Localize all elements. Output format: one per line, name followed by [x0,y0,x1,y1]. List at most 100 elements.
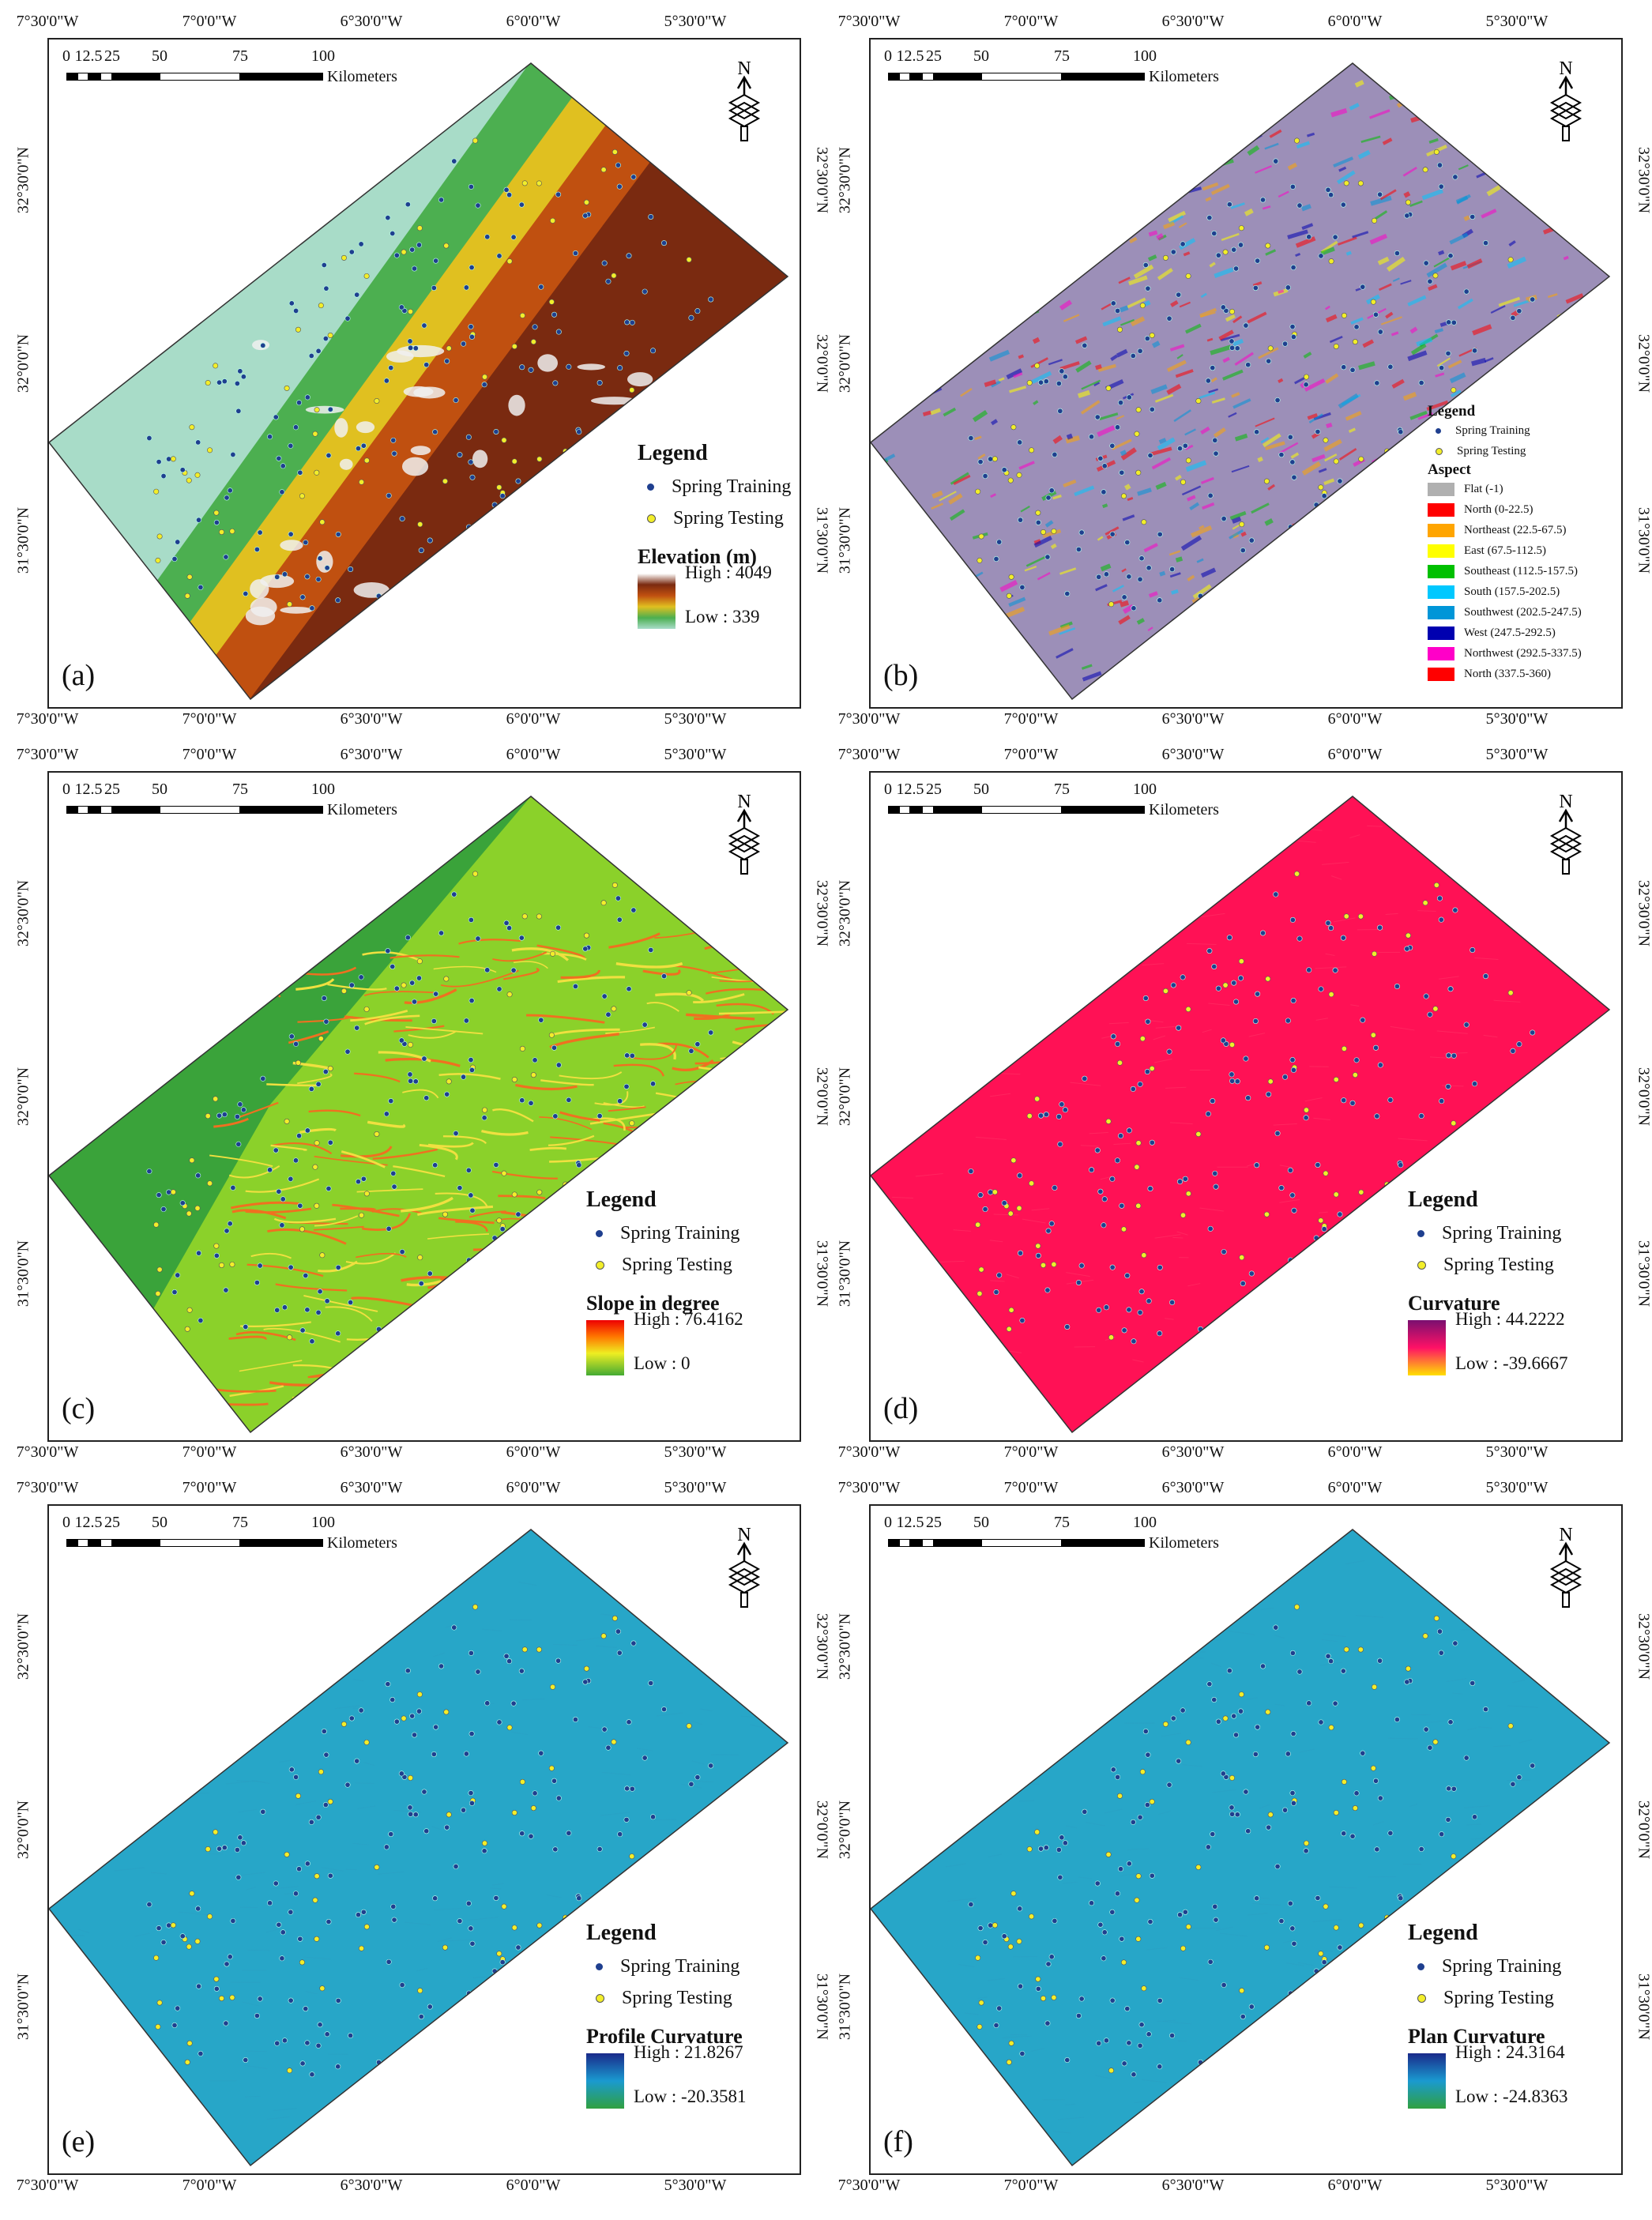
spring-testing-point [1222,249,1229,255]
latitude-label: 31°30'0"N [1635,1973,1652,2041]
latitude-label: 31°30'0"N [836,506,854,574]
spring-training-point [982,1940,988,1946]
spring-training-point [1018,517,1024,523]
spring-training-point [1377,1657,1383,1664]
spring-training-point [1206,1681,1213,1688]
ramp-low: Low : -24.8363 [1455,2086,1568,2106]
spring-training-point [519,1831,525,1837]
spring-training-point [348,1300,354,1306]
spring-training-point [432,1162,438,1168]
spring-testing-point [1026,380,1033,386]
spring-training-point [468,1057,474,1063]
spring-training-point [309,2071,315,2078]
spring-training-point [335,2064,341,2070]
spring-testing-point [506,258,513,265]
spring-training-point [1291,1940,1297,1947]
spring-training-point [1463,288,1469,295]
spring-testing-point [359,1212,365,1218]
longitude-label: 5°30'0"W [664,1479,727,1496]
longitude-label: 7°30'0"W [16,13,79,30]
spring-training-point [1245,1095,1251,1101]
spring-testing-point [1328,991,1334,998]
map-legend: Legend Spring Training Spring Testing Sl… [586,1187,743,1375]
spring-training-point [1205,1111,1211,1117]
spring-training-point [1483,240,1489,246]
longitude-label: 7°0'0"W [1003,1443,1059,1461]
spring-testing-point [1139,303,1146,309]
spring-training-point [538,1017,544,1023]
spring-training-point [469,1731,475,1737]
spring-training-point [1114,1891,1120,1897]
spring-testing-point [1238,225,1244,231]
spring-testing-point [1185,273,1191,279]
spring-training-point [358,241,364,247]
spring-training-point [496,1719,502,1725]
spring-training-point [1260,930,1266,936]
spring-training-point [344,1782,351,1788]
spring-training-point [617,365,623,371]
spring-training-point [1137,1081,1143,1087]
spring-training-point [1290,333,1296,340]
spring-training-point [1145,1752,1151,1758]
spring-training-point [308,1086,314,1092]
spring-training-point [1229,1804,1235,1811]
spring-training-point [1248,537,1255,544]
latitude-label: 32°30'0"N [1635,146,1652,214]
spring-training-point [1374,1113,1380,1119]
spring-training-point [1124,1273,1131,1279]
spring-training-point [1285,284,1291,291]
spring-training-point [423,362,430,368]
spring-testing-point [1263,1211,1270,1217]
spring-testing-point [156,2000,163,2006]
spring-testing-point [1135,1936,1142,1942]
spring-testing-point [550,950,556,957]
spring-training-point [453,1131,459,1137]
longitude-label: 7°0'0"W [182,1479,237,1496]
scale-bar-segment [160,806,240,814]
spring-training-point [1349,1100,1356,1106]
spring-training-point [1439,365,1445,371]
scale-bar-segment [100,806,112,814]
spring-training-point [1318,1719,1324,1725]
spring-training-point [993,1289,999,1296]
spring-training-point [344,315,351,322]
spring-testing-point [1051,1261,1057,1267]
longitude-label: 5°30'0"W [664,710,727,728]
spring-training-point [1427,278,1433,284]
spring-training-point [398,304,405,310]
spring-testing-point [1051,1994,1057,2000]
scale-unit: Kilometers [327,68,397,85]
spring-training-point [360,442,367,449]
spring-training-point [1451,319,1457,325]
spring-training-point [469,265,475,271]
spring-testing-point [482,374,488,380]
spring-testing-point [600,900,607,906]
spring-training-point [221,1112,228,1118]
aspect-legend: Legend Spring Training Spring Testing As… [1428,403,1582,684]
scale-bar-segment [160,1539,240,1547]
latitude-label: 31°30'0"N [14,506,32,574]
spring-testing-point [1195,397,1202,404]
spring-training-point [1231,980,1237,986]
spring-testing-point [374,397,380,404]
map-panel-d: 7°30'0"W 7°30'0"W 7°0'0"W 7°0'0"W 6°30'0"W 6°… [822,733,1652,1466]
spring-training-point [1438,1650,1444,1656]
scale-bar-segment [1062,806,1145,814]
spring-training-point [1126,2040,1132,2046]
scale-bar-segment [77,1539,88,1547]
spring-training-point [1289,1057,1296,1063]
scale-bar-segment [112,1539,160,1547]
spring-training-point [1229,344,1236,351]
spring-training-point [421,1789,427,1795]
panel-label: (a) [62,659,96,692]
spring-training-point [1082,1808,1088,1815]
latitude-label: 32°30'0"N [836,1612,854,1680]
spring-training-point [399,1982,405,1989]
spring-testing-point [446,1078,452,1085]
spring-training-point [281,2038,288,2044]
spring-testing-point [1139,1036,1146,1042]
spring-training-point [1252,1751,1259,1757]
spring-training-point [1282,1074,1289,1080]
spring-training-point [223,1287,229,1293]
longitude-label: 7°30'0"W [16,1479,79,1496]
